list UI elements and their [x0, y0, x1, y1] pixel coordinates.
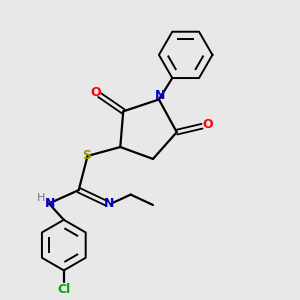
Text: N: N — [155, 88, 166, 101]
Text: H: H — [36, 193, 45, 203]
Text: O: O — [91, 85, 101, 98]
Text: N: N — [104, 197, 115, 210]
Text: S: S — [82, 149, 91, 162]
Text: O: O — [202, 118, 213, 131]
Text: Cl: Cl — [58, 283, 71, 296]
Text: N: N — [45, 197, 56, 210]
